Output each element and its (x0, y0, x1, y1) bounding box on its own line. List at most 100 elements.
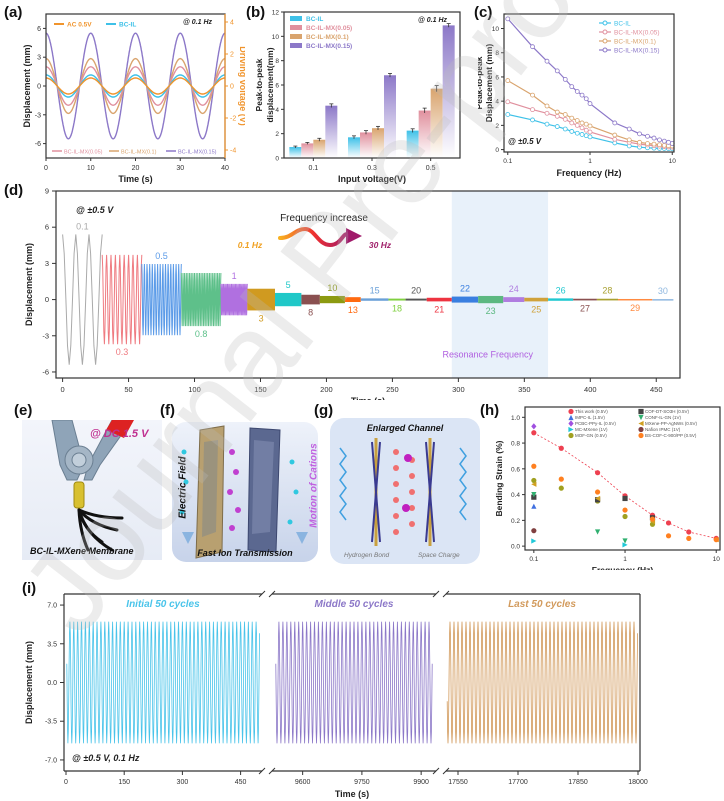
x-tick-label: 50 (124, 385, 132, 394)
axis-break (442, 590, 450, 598)
marker-Nafion IPMC (1V) (531, 528, 537, 534)
legend-marker (602, 47, 608, 53)
y2-tick-label: 4 (230, 20, 234, 27)
panel-label-g: (g) (314, 402, 334, 419)
illustration-g-enlarged-channel: Enlarged Channel Hydrogen Bond Space Cha… (330, 418, 480, 564)
marker-MOF-GN (0.5V) (531, 477, 537, 484)
legend-label: This work (0.5V) (575, 409, 608, 414)
motion-of-cations-label: Motion of Cations (308, 443, 320, 528)
data-point (530, 44, 535, 50)
segment-band-24 (503, 297, 525, 302)
ion-transmission-caption: Fast Ion Transmission (197, 548, 293, 558)
data-point (587, 134, 593, 140)
y-tick-label: 0 (275, 156, 279, 163)
data-point (637, 139, 642, 145)
y-tick-label: 0 (45, 295, 49, 304)
y-tick-label: 0.4 (511, 492, 520, 499)
legend-label: MXene-PP-AgNWs (0.5V) (645, 421, 698, 426)
illustration-e-actuator-clamp: @ DC 1.5 V BC-IL-MXene Membrane (22, 419, 162, 560)
marker-BS-COF-C-900/PP (0.5V) (531, 463, 537, 469)
y-axis-label-line1: Peak-to-peak (478, 56, 484, 109)
marker-MXene-PP-AgNWs (0.5V) (531, 481, 537, 487)
legend-label: BC-IL (119, 22, 136, 29)
marker-BS-COF-C-900/PP (0.5V) (713, 537, 719, 543)
marker-MXene-PP-AgNWs (0.5V) (638, 420, 644, 427)
x-tick-label: 400 (584, 385, 597, 394)
data-point (587, 123, 593, 129)
marker-CONF-IL-GN (1V) (594, 529, 601, 535)
segment-band-8 (301, 294, 320, 305)
segment-band-21 (426, 297, 452, 302)
cycle-wave-1 (275, 621, 433, 744)
x-tick-label: 150 (254, 385, 267, 394)
bar-BC-IL-MX(0.05)-0.1 (301, 143, 314, 158)
segment-band-15 (360, 298, 389, 301)
segment-wave-0.1 (62, 234, 103, 365)
x-tick-label: 10 (669, 158, 677, 165)
data-point (579, 132, 585, 137)
segment-label-24: 24 (509, 284, 519, 294)
space-charge-legend: Space Charge (418, 552, 460, 559)
data-point (626, 126, 632, 132)
marker-MC-MXene (1V) (568, 426, 574, 433)
legend-label: BC-IL-MX(0.1) (121, 150, 157, 156)
marker-MOF-GN (0.5V) (568, 432, 574, 439)
panel-label-e: (e) (14, 402, 33, 419)
x-tick-label: 30 (176, 165, 184, 172)
segment-label-30: 30 (658, 286, 668, 296)
marker-This work (0.5V) (531, 430, 537, 436)
data-point (569, 129, 575, 134)
axis-break (442, 767, 450, 775)
y2-tick-label: 0 (230, 84, 234, 91)
y-tick-label: 6 (275, 83, 279, 90)
data-point (612, 136, 618, 142)
y-axis-label-line2: displacement(mm) (265, 47, 275, 122)
segment-band-18 (388, 298, 406, 301)
chart-d-frequency-sweep: 0.10.30.50.81358101315182021222324252627… (24, 187, 681, 400)
data-point (574, 130, 580, 136)
x-tick-label: 350 (518, 385, 531, 394)
y-tick-label: 6 (45, 223, 49, 232)
data-point (574, 89, 580, 94)
chart-h-bending-strain: 0.1 1 10 0.0 0.2 0.4 0.6 0.8 1.0 Frequency (Hz) Be… (494, 406, 721, 570)
y-tick-label: 0.8 (511, 441, 520, 448)
annotation: @ 0.1 Hz (418, 17, 448, 24)
data-point (579, 92, 585, 98)
marker-PCBC-PPy-IL (0.5V) (568, 420, 574, 427)
segment-label-0.3: 0.3 (116, 347, 129, 357)
clamp-icon (51, 419, 134, 552)
bar-BC-IL-MX(0.05)-0.3 (360, 132, 372, 158)
marker-BS-COF-C-900/PP (0.5V) (686, 535, 692, 542)
annotation: @ 0.1 Hz (183, 19, 213, 26)
membrane-caption: BC-IL-MXene Membrane (30, 546, 134, 556)
segment-label-0.8: 0.8 (195, 329, 208, 339)
y-tick-label: 10 (272, 34, 280, 41)
channel-structure-illustration (339, 438, 467, 546)
data-point (562, 112, 568, 117)
data-point (544, 103, 550, 109)
data-point (657, 137, 662, 143)
data-point (645, 133, 650, 139)
x-tick-label: 18000 (628, 779, 648, 786)
segment-label-27: 27 (580, 303, 590, 313)
x-tick-label: 17550 (448, 779, 468, 786)
x-tick-label: 300 (177, 779, 189, 786)
segment-band-10 (319, 295, 345, 304)
hydrogen-bond-legend: Hydrogen Bond (344, 552, 390, 559)
data-point (544, 110, 550, 116)
x-tick-label: 0 (64, 779, 68, 786)
data-point (569, 120, 575, 126)
bar-BC-IL-MX(0.15)-0.1 (325, 105, 338, 158)
data-point (505, 99, 511, 105)
x-tick-label: 17850 (568, 779, 588, 786)
legend-label: BC-IL-MX(0.1) (306, 34, 349, 41)
segment-band-27 (573, 298, 597, 301)
segment-band-30 (652, 299, 674, 301)
marker-MOF-GN (0.5V) (558, 485, 564, 491)
marker-BS-COF-C-900/PP (0.5V) (665, 533, 672, 539)
resonance-band (451, 191, 549, 378)
y-tick-label: -6 (42, 367, 49, 376)
marker-BS-COF-C-900/PP (0.5V) (638, 432, 644, 439)
y-tick-label: 0 (37, 84, 41, 91)
marker-IMPC-IL (1.5V) (568, 414, 574, 421)
